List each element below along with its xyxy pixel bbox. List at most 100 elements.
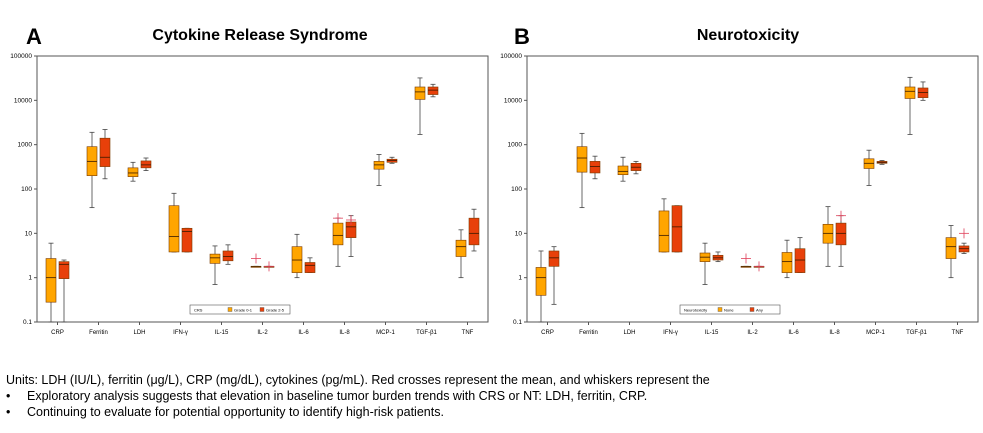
box-body xyxy=(589,161,601,174)
box-IL-2-Grade 0-1 xyxy=(250,253,262,268)
legend-swatch xyxy=(259,307,265,312)
x-tick-label: TGF-β1 xyxy=(416,330,437,336)
box-IL-6-Grade 0-1 xyxy=(291,233,303,279)
y-tick-label: 0.1 xyxy=(23,319,32,326)
x-tick-label: Ferritin xyxy=(579,330,598,336)
y-tick-label: 1 xyxy=(28,275,32,282)
y-tick-label: 100 xyxy=(511,186,522,193)
box-Ferritin-Any xyxy=(589,155,601,180)
box-body xyxy=(304,262,316,273)
box-TNF-Grade 0-1 xyxy=(455,229,467,279)
box-Ferritin-Grade 2-5 xyxy=(99,129,111,180)
box-body xyxy=(658,210,670,253)
y-tick-label: 1 xyxy=(518,275,522,282)
box-TNF-None xyxy=(945,225,957,279)
bullet-text: Exploratory analysis suggests that eleva… xyxy=(27,389,648,403)
box-IL-8-None xyxy=(822,206,834,267)
box-Ferritin-Grade 0-1 xyxy=(86,131,98,209)
panel-b-title: Neurotoxicity xyxy=(696,27,800,44)
box-LDH-Grade 2-5 xyxy=(140,157,152,172)
x-tick-label: LDH xyxy=(623,330,635,336)
box-MCP-1-None xyxy=(863,149,875,186)
legend-frame xyxy=(679,304,781,315)
box-TGF-β1-None xyxy=(904,76,916,135)
bullet-marker: • xyxy=(6,405,11,419)
legend-swatch xyxy=(749,307,755,312)
x-tick-label: Ferritin xyxy=(89,330,108,336)
legend: CRS Grade 0-1 Grade 2-5 xyxy=(189,304,291,315)
panel-a-title: Cytokine Release Syndrome xyxy=(152,27,368,44)
legend-title: Neurotoxicity xyxy=(684,308,707,313)
bullet-item: • Continuing to evaluate for potential o… xyxy=(6,404,981,420)
box-body xyxy=(222,250,234,262)
x-tick-label: IL-8 xyxy=(339,330,350,336)
y-tick-label: 0.1 xyxy=(513,319,522,326)
box-IFN-γ-Any xyxy=(671,205,683,253)
legend-entry: Grade 2-5 xyxy=(266,308,285,313)
y-tick-label: 100 xyxy=(21,186,32,193)
x-tick-label: TNF xyxy=(952,330,964,336)
legend-entry: None xyxy=(724,308,734,313)
x-tick-label: IL-8 xyxy=(829,330,840,336)
box-IFN-γ-Grade 2-5 xyxy=(181,227,193,253)
box-LDH-Grade 0-1 xyxy=(127,161,139,182)
box-IFN-γ-Grade 0-1 xyxy=(168,192,180,253)
y-tick-label: 10 xyxy=(25,230,33,237)
legend-swatch xyxy=(717,307,723,312)
box-body xyxy=(209,253,221,264)
y-tick-label: 1000 xyxy=(18,142,33,149)
box-body xyxy=(548,250,560,267)
box-TGF-β1-Grade 0-1 xyxy=(414,77,426,135)
y-tick-label: 10000 xyxy=(14,97,32,104)
legend-frame xyxy=(189,304,291,315)
box-body xyxy=(794,248,806,273)
box-body xyxy=(576,146,588,173)
box-body xyxy=(468,217,480,246)
box-body xyxy=(181,227,193,253)
box-TGF-β1-Any xyxy=(917,81,929,101)
box-CRP-None xyxy=(535,250,547,323)
x-tick-label: IFN-γ xyxy=(663,330,678,336)
legend: Neurotoxicity None Any xyxy=(679,304,781,315)
x-tick-label: IL-15 xyxy=(215,330,229,336)
box-TNF-Grade 2-5 xyxy=(468,208,480,252)
box-IL-8-Grade 2-5 xyxy=(345,214,357,257)
x-tick-label: CRP xyxy=(51,330,64,336)
plot-frame xyxy=(36,55,489,323)
box-body xyxy=(140,160,152,169)
y-tick-label: 1000 xyxy=(508,142,523,149)
box-body xyxy=(168,205,180,253)
x-tick-label: IL-2 xyxy=(747,330,758,336)
y-tick-label: 10 xyxy=(515,230,523,237)
x-tick-label: MCP-1 xyxy=(376,330,395,336)
box-CRP-Grade 2-5 xyxy=(58,259,70,323)
box-IL-15-Any xyxy=(712,251,724,263)
panel-a-label: A xyxy=(26,24,42,49)
y-tick-label: 10000 xyxy=(504,97,522,104)
box-IL-15-None xyxy=(699,242,711,285)
box-IL-6-Grade 2-5 xyxy=(304,257,316,274)
box-CRP-Grade 0-1 xyxy=(45,242,57,323)
box-body xyxy=(945,237,957,259)
bullet-item: • Exploratory analysis suggests that ele… xyxy=(6,388,981,404)
box-LDH-Any xyxy=(630,160,642,175)
box-body xyxy=(781,252,793,273)
box-body xyxy=(99,137,111,167)
box-IL-15-Grade 2-5 xyxy=(222,244,234,265)
bullet-marker: • xyxy=(6,389,11,403)
box-IL-2-Any xyxy=(753,261,765,272)
box-body xyxy=(835,222,847,246)
x-tick-label: TGF-β1 xyxy=(906,330,927,336)
legend-title: CRS xyxy=(194,308,203,313)
units-note: Units: LDH (IU/L), ferritin (μg/L), CRP … xyxy=(6,373,710,387)
box-body xyxy=(414,86,426,100)
x-tick-label: IL-6 xyxy=(788,330,799,336)
legend-swatch xyxy=(227,307,233,312)
box-Ferritin-None xyxy=(576,132,588,209)
box-IL-6-Any xyxy=(794,237,806,274)
x-tick-label: IL-6 xyxy=(298,330,309,336)
box-body xyxy=(455,239,467,257)
box-IL-6-None xyxy=(781,239,793,279)
box-body xyxy=(904,86,916,99)
x-tick-label: CRP xyxy=(541,330,554,336)
